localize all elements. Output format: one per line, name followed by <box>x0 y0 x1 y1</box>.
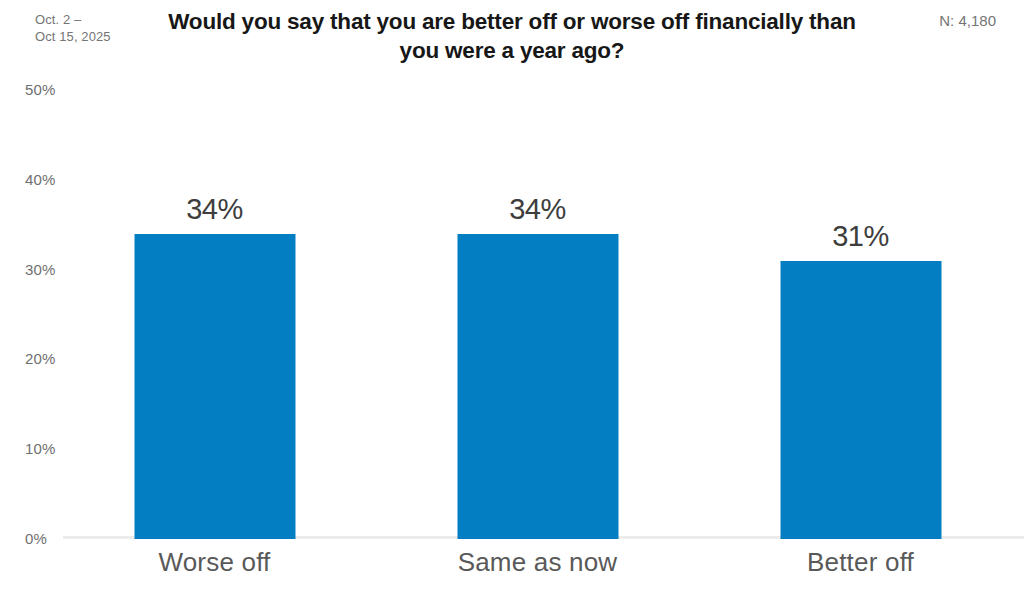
bar-worse-off <box>134 234 295 539</box>
bar-value-label-same-as-now: 34% <box>376 193 699 226</box>
category-label-worse-off: Worse off <box>53 547 376 578</box>
bars-container: 34%Worse off34%Same as now31%Better off <box>53 89 1022 538</box>
bar-slot-better-off: 31%Better off <box>699 89 1022 538</box>
bar-slot-worse-off: 34%Worse off <box>53 89 376 538</box>
bar-same-as-now <box>457 234 618 539</box>
y-axis-tick-label: 20% <box>25 350 56 367</box>
plot-area: 0%10%20%30%40%50% 34%Worse off34%Same as… <box>0 89 1024 538</box>
chart-title-line2: you were a year ago? <box>400 38 625 63</box>
y-axis-tick-label: 30% <box>25 260 56 277</box>
category-label-same-as-now: Same as now <box>376 547 699 578</box>
survey-bar-chart: Oct. 2 – Oct 15, 2025 Would you say that… <box>0 0 1024 590</box>
y-axis-tick-label: 50% <box>25 81 56 98</box>
category-label-better-off: Better off <box>699 547 1022 578</box>
chart-title-line1: Would you say that you are better off or… <box>168 9 856 34</box>
y-axis-tick-label: 0% <box>25 530 47 547</box>
y-axis-tick-label: 40% <box>25 170 56 187</box>
y-axis-tick-label: 10% <box>25 440 56 457</box>
sample-size-label: N: 4,180 <box>939 12 996 29</box>
chart-title: Would you say that you are better off or… <box>97 7 927 65</box>
bar-better-off <box>780 261 941 539</box>
bar-slot-same-as-now: 34%Same as now <box>376 89 699 538</box>
bar-value-label-better-off: 31% <box>699 220 1022 253</box>
bar-value-label-worse-off: 34% <box>53 193 376 226</box>
